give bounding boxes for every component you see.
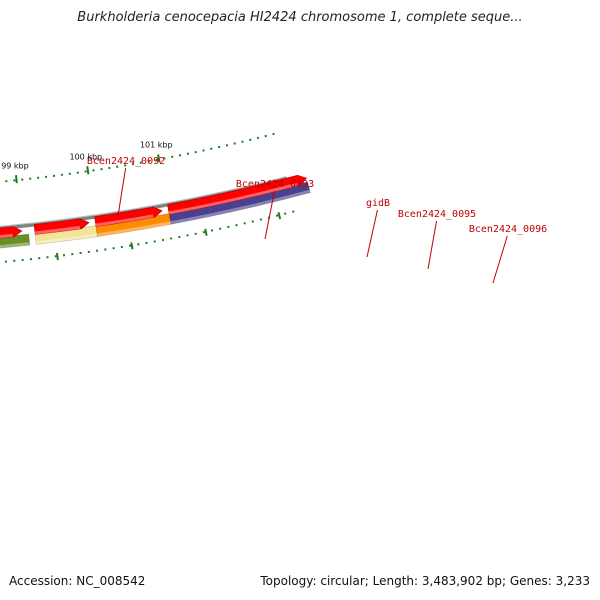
outer-minor-ticks <box>4 210 295 263</box>
outer-major-tick <box>277 211 282 220</box>
gene-leader-line <box>264 190 275 240</box>
gene-leader-line <box>117 167 127 217</box>
inner-minor-ticks <box>5 132 275 184</box>
cds-highlight <box>0 233 13 239</box>
gene-label[interactable]: Bcen2424_0095 <box>398 209 476 220</box>
gene-labels: Bcen2424_0092 Bcen2424_0093 gidB Bcen2424_0… <box>87 156 547 284</box>
genome-summary-text: Topology: circular; Length: 3,483,902 bp… <box>260 574 590 588</box>
gene-label[interactable]: Bcen2424_0096 <box>469 224 547 235</box>
cds-highlight <box>34 225 81 235</box>
gene-label[interactable]: Bcen2424_0092 <box>87 156 165 167</box>
gene-label[interactable]: Bcen2424_0093 <box>236 179 314 190</box>
tick-label: 99 kbp <box>1 161 29 170</box>
gene-leader-line <box>492 235 508 284</box>
gene-leader-line <box>366 209 378 258</box>
feature-highlight <box>35 233 98 245</box>
tick-label: 101 kbp <box>140 141 173 150</box>
inner-major-tick <box>86 166 90 175</box>
gene-leader-line <box>427 220 438 270</box>
map-title: Burkholderia cenocepacia HI2424 chromoso… <box>77 10 523 25</box>
accession-text: Accession: NC_008542 <box>9 574 146 588</box>
feature-highlight <box>170 189 311 225</box>
inner-major-tick <box>157 154 161 163</box>
feature-highlight <box>0 242 30 249</box>
feature-highlight <box>97 221 172 237</box>
gene-label[interactable]: gidB <box>366 198 390 209</box>
cds-highlight <box>95 214 154 227</box>
outer-major-tick <box>130 242 134 250</box>
backbone-highlight <box>0 176 287 227</box>
outer-major-tick <box>204 228 208 236</box>
feature-track <box>0 181 311 249</box>
tick-label: 100 kbp <box>70 152 103 161</box>
cds-track <box>0 175 308 239</box>
cds-highlight <box>168 182 299 215</box>
inner-major-tick <box>15 175 18 184</box>
outer-major-tick <box>56 252 59 261</box>
